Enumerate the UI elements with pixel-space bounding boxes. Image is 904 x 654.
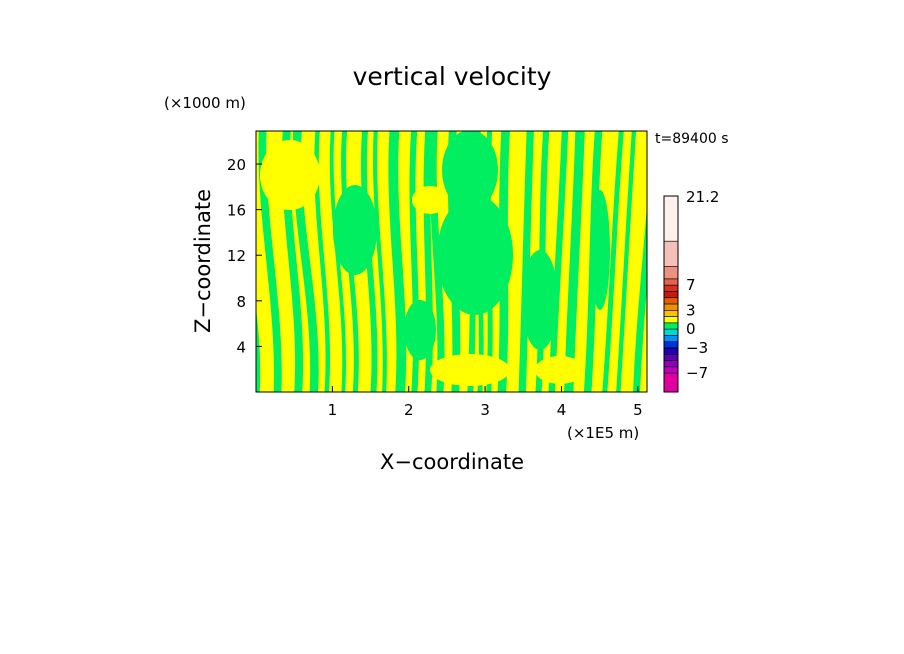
contour-band-negative [616,131,637,392]
colorbar-segment [663,195,679,242]
contour-region-negative [333,185,377,275]
y-tick-label: 12 [227,247,246,265]
colorbar-segment [663,341,679,349]
x-tick-label: 3 [480,401,490,419]
colorbar-segment [663,360,679,368]
colorbar-segment [663,310,679,317]
colorbar-tick-label: 3 [686,301,696,319]
time-label: t=89400 s [655,131,729,147]
colorbar-frame [663,195,679,393]
contour-field [256,131,647,392]
contour-band-negative [256,308,261,392]
colorbar-segment [663,335,679,343]
y-unit-label: (×1000 m) [164,94,246,112]
contour-band-negative [633,205,647,392]
y-axis-label: Z−coordinate [191,189,215,333]
x-axis-label: X−coordinate [380,450,524,474]
colorbar-segment [663,316,679,324]
colorbar-tick-label: 7 [686,276,696,294]
contour-band-negative [388,131,407,392]
colorbar-segment [663,303,679,311]
x-tick-label: 5 [633,401,643,419]
contour-region-negative [437,195,513,315]
colorbar-segment [663,328,679,336]
colorbar-segment [663,291,679,299]
colorbar [663,195,679,393]
y-tick-label: 4 [236,338,246,356]
chart-title: vertical velocity [353,62,552,91]
contour-band-negative [258,131,282,392]
y-tick-label: 16 [227,202,246,220]
contour-region-negative [404,300,436,360]
contour-band-negative [564,131,585,392]
contour-band-negative [329,131,347,392]
colorbar-segment [663,322,679,330]
colorbar-tick-label: −7 [686,364,708,382]
colorbar-segment [663,347,679,355]
contour-region-positive [260,140,320,210]
colorbar-segment [663,278,679,286]
contour-region-negative [590,190,610,310]
colorbar-segment [663,297,679,305]
colorbar-segment [663,266,679,280]
contour-region-negative [442,131,498,210]
colorbar-max-label: 21.2 [686,188,719,206]
colorbar-segment [663,372,679,393]
colorbar-segment [663,366,679,374]
x-tick-label: 2 [404,401,414,419]
contour-region-positive [430,354,510,386]
colorbar-segment [663,354,679,361]
plot-frame [255,130,648,393]
x-tick-label: 4 [557,401,567,419]
contour-band-negative [373,131,387,392]
contour-band-negative [518,131,534,392]
contour-band-negative [314,131,331,392]
contour-region-positive [535,356,585,384]
colorbar-segment [663,284,679,292]
y-tick-label: 20 [227,156,246,174]
x-tick-label: 1 [328,401,338,419]
colorbar-tick-label: −3 [686,339,708,357]
contour-band-negative [602,131,624,392]
colorbar-segment [663,240,679,267]
y-tick-label: 8 [236,293,246,311]
colorbar-tick-label: 0 [686,320,696,338]
contour-region-negative [522,250,558,350]
contour-region-positive [412,186,448,214]
x-unit-label: (×1E5 m) [567,424,639,442]
